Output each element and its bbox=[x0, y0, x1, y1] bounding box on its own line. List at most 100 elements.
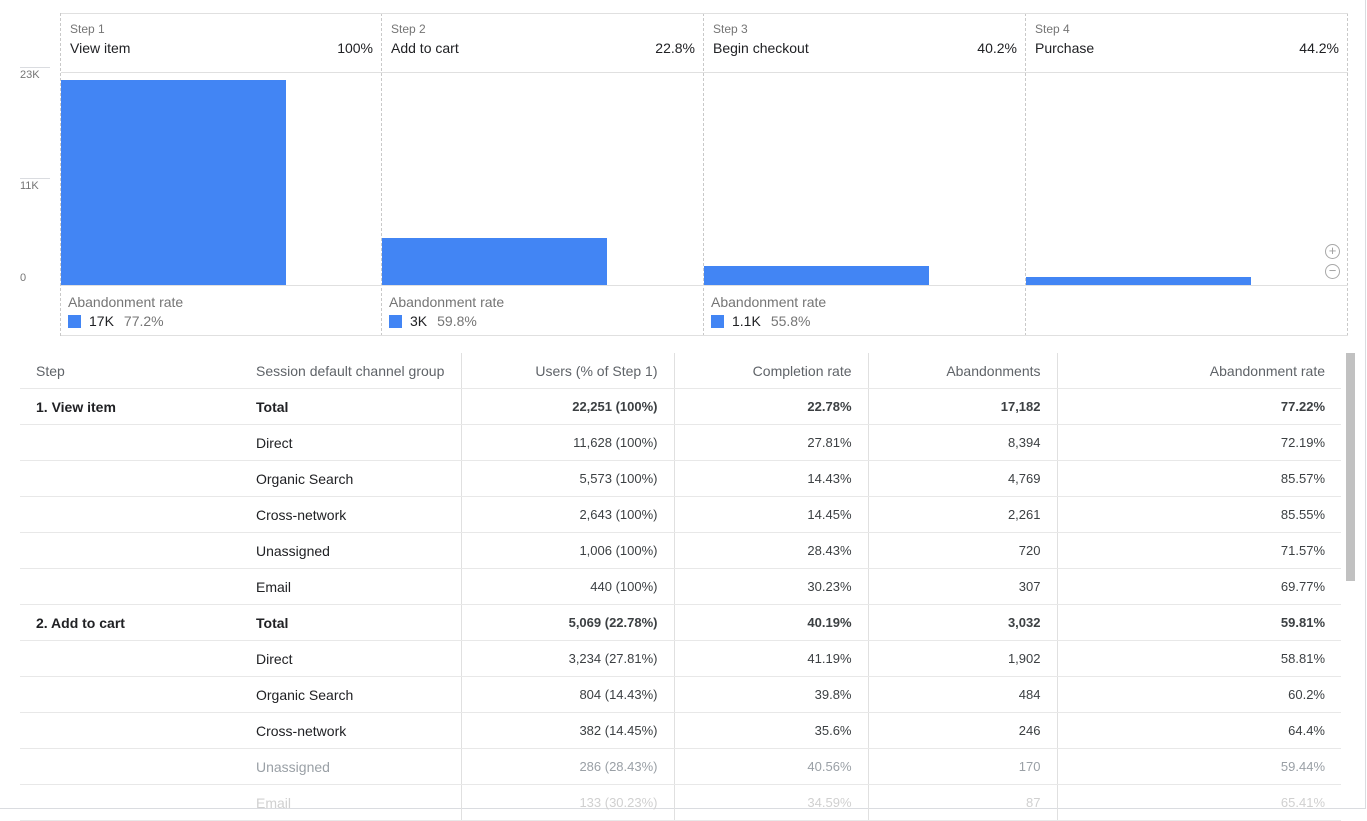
table-row[interactable]: 2. Add to cart Total 5,069 (22.78%) 40.19% 3… bbox=[20, 604, 1341, 641]
cell-step bbox=[20, 460, 240, 497]
cell-channel: Email bbox=[240, 784, 461, 821]
scrollbar-thumb[interactable] bbox=[1346, 353, 1355, 581]
step-percent: 22.8% bbox=[655, 40, 695, 56]
cell-channel: Cross-network bbox=[240, 712, 461, 749]
cell-channel: Organic Search bbox=[240, 460, 461, 497]
cell-users: 1,006 (100%) bbox=[460, 532, 674, 569]
zoom-in-icon[interactable]: + bbox=[1325, 244, 1340, 259]
zoom-out-icon[interactable]: − bbox=[1325, 264, 1340, 279]
table-row[interactable]: Email 133 (30.23%) 34.59% 87 65.41% bbox=[20, 784, 1341, 821]
step-name: Add to cart bbox=[391, 40, 459, 56]
cell-abandonments: 8,394 bbox=[867, 424, 1057, 461]
cell-channel: Total bbox=[240, 604, 461, 641]
cell-channel: Cross-network bbox=[240, 496, 461, 533]
cell-users: 2,643 (100%) bbox=[460, 496, 674, 533]
cell-users: 286 (28.43%) bbox=[460, 748, 674, 785]
step-percent: 44.2% bbox=[1299, 40, 1339, 56]
cell-channel: Unassigned bbox=[240, 748, 461, 785]
abandonment-swatch bbox=[711, 314, 724, 328]
cell-channel: Unassigned bbox=[240, 532, 461, 569]
cell-completion: 14.45% bbox=[673, 496, 868, 533]
cell-abandonment-rate: 85.57% bbox=[1056, 460, 1341, 497]
funnel-bar[interactable] bbox=[61, 79, 286, 285]
table-row[interactable]: Organic Search 804 (14.43%) 39.8% 484 60.2% bbox=[20, 676, 1341, 713]
cell-completion: 30.23% bbox=[673, 568, 868, 605]
column-header-abandonments[interactable]: Abandonments bbox=[867, 353, 1057, 389]
funnel-bar[interactable] bbox=[382, 238, 607, 285]
cell-abandonment-rate: 59.81% bbox=[1056, 604, 1341, 641]
abandonment-rate: 55.8% bbox=[770, 313, 811, 329]
cell-step bbox=[20, 532, 240, 569]
y-tick-label: 23K bbox=[20, 69, 40, 81]
cell-users: 5,573 (100%) bbox=[460, 460, 674, 497]
cell-abandonment-rate: 69.77% bbox=[1056, 568, 1341, 605]
funnel-step-2[interactable]: Step 2 Add to cart 22.8% Abandonment rate 3K… bbox=[382, 13, 704, 336]
y-tick-label: 0 bbox=[20, 272, 27, 284]
column-header-completion[interactable]: Completion rate bbox=[673, 353, 868, 389]
table-row[interactable]: Cross-network 2,643 (100%) 14.45% 2,261 85.5… bbox=[20, 496, 1341, 533]
cell-abandonments: 720 bbox=[867, 532, 1057, 569]
abandonment-legend: 17K 77.2% bbox=[68, 313, 164, 329]
cell-channel: Direct bbox=[240, 640, 461, 677]
cell-abandonments: 484 bbox=[867, 676, 1057, 713]
funnel-chart: 23K 11K 0 Step 1 View item 100% Abandonment ra… bbox=[0, 0, 1367, 345]
cell-completion: 14.43% bbox=[673, 460, 868, 497]
y-gridline bbox=[20, 177, 50, 179]
funnel-bar[interactable] bbox=[1026, 276, 1251, 285]
column-header-abandonment-rate[interactable]: Abandonment rate bbox=[1056, 353, 1341, 389]
column-header-users[interactable]: Users (% of Step 1) bbox=[460, 353, 674, 389]
abandonment-count: 1.1K bbox=[732, 313, 761, 329]
table-row[interactable]: Unassigned 286 (28.43%) 40.56% 170 59.44% bbox=[20, 748, 1341, 785]
step-percent: 100% bbox=[337, 40, 373, 56]
column-header-channel[interactable]: Session default channel group bbox=[240, 353, 461, 389]
abandonment-count: 3K bbox=[410, 313, 428, 329]
cell-users: 22,251 (100%) bbox=[460, 388, 674, 425]
funnel-step-4[interactable]: Step 4 Purchase 44.2% bbox=[1026, 13, 1348, 336]
cell-step bbox=[20, 712, 240, 749]
abandonment-count: 17K bbox=[89, 313, 114, 329]
funnel-step-3[interactable]: Step 3 Begin checkout 40.2% Abandonment rat… bbox=[704, 13, 1026, 336]
cell-abandonment-rate: 60.2% bbox=[1056, 676, 1341, 713]
cell-completion: 27.81% bbox=[673, 424, 868, 461]
cell-completion: 35.6% bbox=[673, 712, 868, 749]
cell-abandonment-rate: 77.22% bbox=[1056, 388, 1341, 425]
abandonment-legend: 1.1K 55.8% bbox=[711, 313, 811, 329]
step-label: Step 2 bbox=[391, 22, 426, 36]
funnel-bar[interactable] bbox=[704, 266, 929, 285]
cell-completion: 40.56% bbox=[673, 748, 868, 785]
abandonment-legend: 3K 59.8% bbox=[389, 313, 477, 329]
table-row[interactable]: Cross-network 382 (14.45%) 35.6% 246 64.4% bbox=[20, 712, 1341, 749]
table-row[interactable]: Direct 11,628 (100%) 27.81% 8,394 72.19% bbox=[20, 424, 1341, 461]
cell-step bbox=[20, 784, 240, 821]
cell-completion: 28.43% bbox=[673, 532, 868, 569]
table-row[interactable]: Direct 3,234 (27.81%) 41.19% 1,902 58.81% bbox=[20, 640, 1341, 677]
cell-completion: 41.19% bbox=[673, 640, 868, 677]
funnel-table: Step Session default channel group Users… bbox=[20, 353, 1341, 821]
step-percent: 40.2% bbox=[977, 40, 1017, 56]
table-row[interactable]: Organic Search 5,573 (100%) 14.43% 4,769 85.… bbox=[20, 460, 1341, 497]
step-label: Step 1 bbox=[70, 22, 105, 36]
cell-users: 3,234 (27.81%) bbox=[460, 640, 674, 677]
cell-abandonments: 1,902 bbox=[867, 640, 1057, 677]
table-row[interactable]: Email 440 (100%) 30.23% 307 69.77% bbox=[20, 568, 1341, 605]
step-name: Purchase bbox=[1035, 40, 1095, 56]
cell-abandonments: 87 bbox=[867, 784, 1057, 821]
cell-step: 1. View item bbox=[20, 388, 240, 425]
cell-step bbox=[20, 496, 240, 533]
cell-abandonment-rate: 85.55% bbox=[1056, 496, 1341, 533]
cell-abandonments: 4,769 bbox=[867, 460, 1057, 497]
abandonment-rate: 77.2% bbox=[123, 313, 164, 329]
cell-completion: 22.78% bbox=[673, 388, 868, 425]
cell-users: 804 (14.43%) bbox=[460, 676, 674, 713]
table-row[interactable]: 1. View item Total 22,251 (100%) 22.78% 17,1… bbox=[20, 388, 1341, 425]
cell-abandonment-rate: 71.57% bbox=[1056, 532, 1341, 569]
funnel-step-1[interactable]: Step 1 View item 100% Abandonment rate 17K 77… bbox=[60, 13, 382, 336]
table-row[interactable]: Unassigned 1,006 (100%) 28.43% 720 71.57% bbox=[20, 532, 1341, 569]
y-tick-label: 11K bbox=[20, 179, 39, 192]
cell-channel: Email bbox=[240, 568, 461, 605]
cell-step: 2. Add to cart bbox=[20, 604, 240, 641]
column-header-step[interactable]: Step bbox=[20, 353, 240, 389]
cell-users: 382 (14.45%) bbox=[460, 712, 674, 749]
cell-abandonments: 17,182 bbox=[867, 388, 1057, 425]
cell-abandonment-rate: 59.44% bbox=[1056, 748, 1341, 785]
